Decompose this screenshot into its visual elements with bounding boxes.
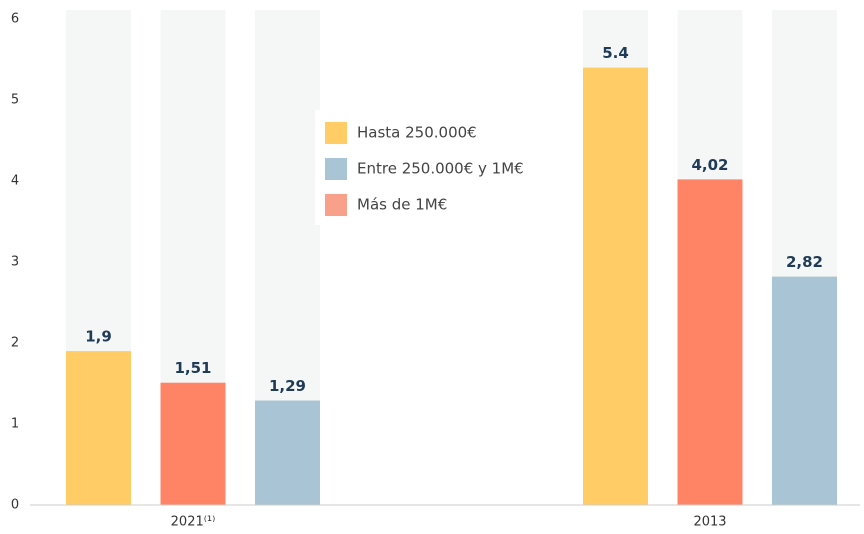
bar xyxy=(160,382,226,505)
bar xyxy=(677,179,743,505)
bar xyxy=(66,351,131,505)
value-label: 2,82 xyxy=(786,253,823,271)
value-label: 1,51 xyxy=(174,359,211,377)
legend-swatch xyxy=(325,158,347,180)
legend-swatch xyxy=(325,122,347,144)
value-label: 5.4 xyxy=(602,44,629,62)
y-tick-label: 5 xyxy=(11,93,19,108)
bar xyxy=(583,67,648,505)
bar xyxy=(255,400,320,505)
x-tick-label: 2013 xyxy=(693,515,726,530)
value-label: 1,9 xyxy=(85,328,112,346)
y-tick-label: 2 xyxy=(11,336,19,351)
x-tick-label: 2021⁽¹⁾ xyxy=(171,515,216,530)
legend-label: Hasta 250.000€ xyxy=(357,124,477,142)
legend-label: Más de 1M€ xyxy=(357,196,447,214)
y-tick-label: 6 xyxy=(11,12,19,27)
value-label: 1,29 xyxy=(269,377,306,395)
legend-swatch xyxy=(325,194,347,216)
y-tick-label: 4 xyxy=(11,174,19,189)
y-tick-label: 1 xyxy=(11,417,19,432)
value-label: 4,02 xyxy=(691,156,728,174)
legend-box xyxy=(315,110,565,225)
legend-label: Entre 250.000€ y 1M€ xyxy=(357,160,524,178)
bar xyxy=(772,276,837,505)
y-tick-label: 3 xyxy=(11,255,19,270)
y-tick-label: 0 xyxy=(11,498,19,513)
